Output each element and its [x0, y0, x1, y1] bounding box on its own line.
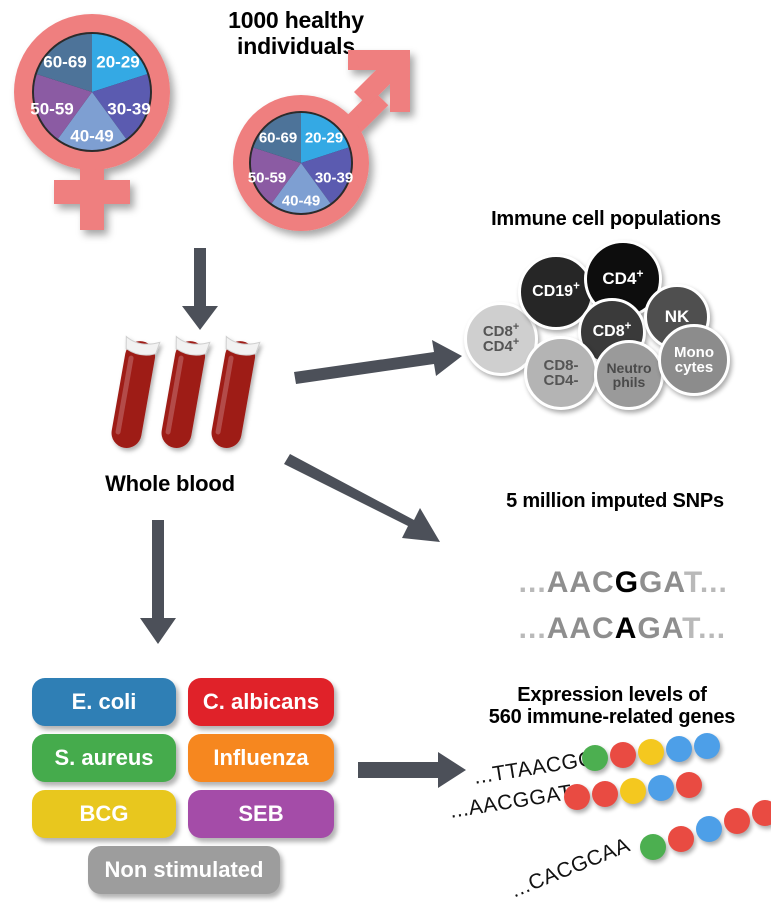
bubble-cd8neg-cd4neg: CD8- CD4- — [524, 336, 598, 410]
bead — [582, 745, 608, 771]
bubble-label-monocytes: Mono cytes — [674, 343, 714, 376]
immune-heading: Immune cell populations — [491, 208, 721, 230]
bubble-monocytes: Mono cytes — [658, 324, 730, 396]
male-slice-label-20-29: 20-29 — [305, 130, 343, 147]
stimulus-bcg[interactable]: BCG — [32, 790, 176, 838]
bubble-neutrophils: Neutro phils — [594, 340, 664, 410]
male-slice-label-30-39: 30-39 — [315, 170, 353, 187]
female-age-pie — [33, 33, 151, 150]
cohort-heading: 1000 healthy individuals — [228, 7, 364, 59]
bubble-label-cd4pos: CD4+ — [602, 266, 644, 289]
blood-tube — [111, 335, 161, 448]
bead — [638, 739, 664, 765]
female-slice-label-20-29: 20-29 — [96, 53, 139, 72]
bead — [564, 784, 590, 810]
stimulus-label: Non stimulated — [104, 857, 264, 882]
bubble-label-neutrophils: Neutro phils — [606, 359, 652, 390]
stimulus-label: S. aureus — [54, 745, 154, 770]
arrow-cohort-to-blood — [178, 248, 222, 332]
bead — [640, 834, 666, 860]
bubble-label-cd8pos: CD8+ — [592, 320, 632, 340]
bead — [666, 736, 692, 762]
female-symbol: 20-29 30-39 40-49 50-59 60-69 — [6, 12, 186, 242]
bead — [648, 775, 674, 801]
snps-heading: 5 million imputed SNPs — [506, 490, 724, 512]
blood-tube — [211, 335, 261, 448]
stimulus-label: C. albicans — [202, 689, 320, 714]
snp-sequence-row-1: ...AACGGAT... — [518, 566, 728, 599]
blood-tubes — [100, 335, 280, 464]
immune-cell-bubble-group: CD8+ CD4+ CD19+ CD4+ CD8+ NK CD8- CD4- Neu… — [462, 240, 762, 420]
stimulus-e-coli[interactable]: E. coli — [32, 678, 176, 726]
female-slice-label-50-59: 50-59 — [30, 100, 73, 119]
expression-heading: Expression levels of 560 immune-related … — [488, 684, 736, 729]
snp-sequence-row-2: ...AACAGAT... — [518, 612, 727, 645]
bubble-label-cd8pos-cd4pos: CD8+ CD4+ — [482, 320, 520, 355]
bubble-label-cd8neg-cd4neg: CD8- CD4- — [543, 356, 579, 389]
whole-blood-label: Whole blood — [105, 471, 235, 496]
stimulus-label: Influenza — [213, 745, 309, 770]
stimulus-influenza[interactable]: Influenza — [188, 734, 334, 782]
bead — [694, 733, 720, 759]
stimulus-non-stimulated[interactable]: Non stimulated — [88, 846, 280, 894]
transcript-sequence-3: ...CACGCAA — [507, 833, 634, 903]
stimulus-label: E. coli — [71, 689, 137, 714]
male-slice-label-40-49: 40-49 — [282, 193, 320, 210]
bubble-label-cd19pos: CD19+ — [532, 280, 580, 300]
bead — [676, 772, 702, 798]
bead — [668, 826, 694, 852]
stimulus-s-aureus[interactable]: S. aureus — [32, 734, 176, 782]
bead — [752, 800, 771, 826]
blood-tube — [161, 335, 211, 448]
male-slice-label-50-59: 50-59 — [248, 170, 286, 187]
stimulus-seb[interactable]: SEB — [188, 790, 334, 838]
transcript-sequence-2: ...AACGGAT — [448, 780, 574, 823]
arrow-blood-to-snps — [284, 450, 448, 550]
female-slice-label-60-69: 60-69 — [43, 53, 86, 72]
bead — [620, 778, 646, 804]
arrow-blood-to-stimuli — [136, 520, 180, 646]
bubble-label-nk: NK — [664, 307, 690, 327]
stimulus-label: BCG — [79, 801, 129, 826]
arrow-blood-to-immune — [292, 330, 464, 390]
male-slice-label-60-69: 60-69 — [259, 130, 297, 147]
bead — [696, 816, 722, 842]
bead — [724, 808, 750, 834]
stimulus-c-albicans[interactable]: C. albicans — [188, 678, 334, 726]
female-slice-label-30-39: 30-39 — [107, 100, 150, 119]
female-slice-label-40-49: 40-49 — [70, 127, 113, 146]
male-age-pie — [250, 112, 352, 213]
rna-transcripts: ...TTAACGG ...AACGGAT ...CACGCAA — [448, 733, 771, 904]
stimulus-label: SEB — [238, 801, 284, 826]
bead — [592, 781, 618, 807]
male-symbol: 20-29 30-39 40-49 50-59 60-69 — [198, 40, 428, 255]
bead — [610, 742, 636, 768]
arrow-stimuli-to-expression — [358, 752, 468, 788]
